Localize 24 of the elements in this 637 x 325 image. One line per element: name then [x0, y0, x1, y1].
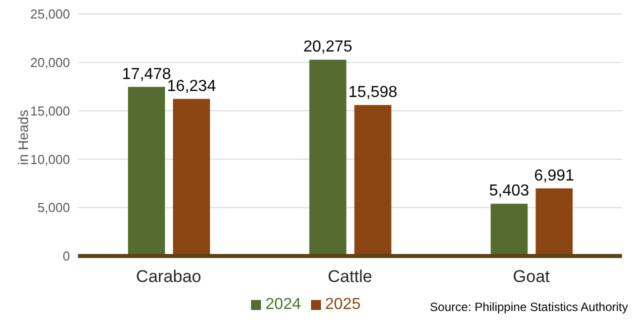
source-note: Source: Philippine Statistics Authority — [430, 300, 628, 314]
y-tick-label: 0 — [62, 248, 70, 264]
x-tick-label: Carabao — [136, 267, 202, 286]
bar — [309, 60, 346, 256]
legend-label: 2024 — [265, 296, 301, 313]
data-label: 16,234 — [167, 78, 216, 95]
data-label: 15,598 — [348, 84, 398, 102]
bar — [173, 98, 210, 256]
y-tick-label: 15,000 — [30, 103, 70, 118]
bar — [354, 105, 392, 256]
data-label: 20,275 — [303, 38, 352, 56]
x-tick-label: Cattle — [328, 267, 372, 286]
y-axis-title: in Heads — [14, 110, 31, 165]
bar — [536, 188, 573, 256]
x-tick-label: Goat — [512, 267, 550, 286]
y-tick-label: 10,000 — [30, 152, 70, 167]
legend-label: 2025 — [325, 296, 361, 313]
bar — [128, 86, 165, 256]
bar — [490, 204, 528, 256]
y-tick-label: 25,000 — [30, 6, 70, 22]
y-tick-label: 5,000 — [37, 200, 70, 216]
data-label: 6,991 — [534, 167, 574, 184]
data-label: 5,403 — [489, 182, 530, 200]
y-tick-label: 20,000 — [30, 55, 70, 70]
